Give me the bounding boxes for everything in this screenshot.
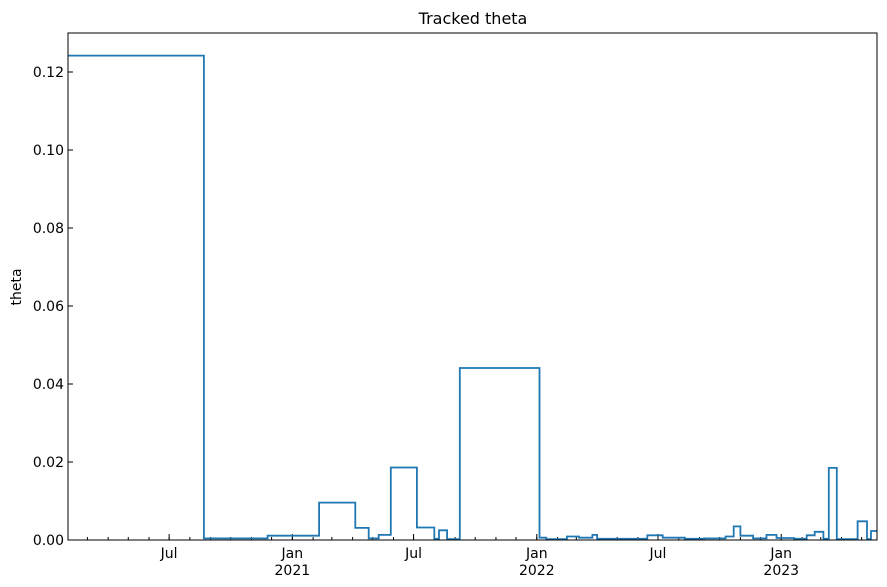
- x-tick-year-label: 2021: [275, 563, 311, 579]
- series-layer: [68, 54, 877, 541]
- y-tick-label: 0.06: [33, 299, 64, 315]
- x-tick-label: Jul: [160, 546, 178, 562]
- x-tick-label: Jul: [404, 546, 422, 562]
- y-tick-label: 0.08: [33, 221, 64, 237]
- x-tick-label: Jan: [525, 546, 548, 562]
- x-tick-label: Jul: [649, 546, 667, 562]
- plot-frame: [67, 32, 878, 541]
- y-tick-label: 0.12: [33, 65, 64, 81]
- x-tick-label: Jan: [769, 546, 792, 562]
- x-tick-label: Jan: [281, 546, 304, 562]
- y-tick-label: 0.10: [33, 143, 64, 159]
- y-axis-label: theta: [9, 268, 25, 305]
- y-tick-label: 0.00: [33, 533, 64, 549]
- x-tick-year-label: 2022: [519, 563, 555, 579]
- chart-title: Tracked theta: [418, 9, 528, 28]
- y-tick-label: 0.02: [33, 455, 64, 471]
- x-tick-year-label: 2023: [763, 563, 799, 579]
- series-line-0: [68, 54, 877, 541]
- y-tick-label: 0.04: [33, 377, 64, 393]
